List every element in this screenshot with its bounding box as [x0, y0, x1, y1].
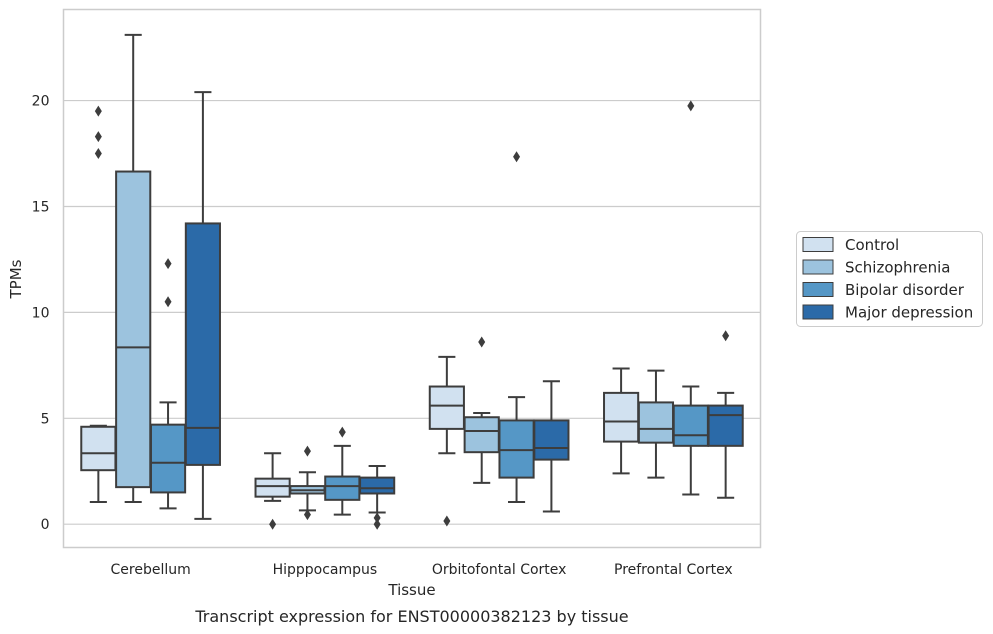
box-2-3	[672, 100, 709, 496]
legend-label: Control	[845, 236, 899, 254]
y-tick-label: 20	[32, 94, 50, 110]
y-axis-label: TPMs	[7, 259, 25, 299]
box-body	[115, 170, 152, 489]
box-2-2	[498, 151, 535, 503]
box-0-2	[428, 355, 465, 527]
tick-layer: 0 5 10 15 20 Cerebellum Hipppocampus Orbitofont…	[32, 94, 733, 578]
x-axis-label: Tissue	[387, 581, 435, 599]
box-3-0	[184, 91, 221, 520]
legend: Control Schizophrenia Bipolar disorder Majo…	[796, 231, 983, 327]
box-1-2	[463, 336, 500, 484]
outlier-point	[373, 512, 381, 524]
box-body	[149, 423, 187, 494]
outlier-point	[164, 258, 172, 270]
outlier-point	[94, 148, 102, 160]
box-body	[498, 419, 535, 479]
box-2-1	[324, 426, 361, 516]
legend-frame	[796, 231, 983, 327]
box-body	[254, 477, 291, 498]
box-2-0	[149, 258, 187, 510]
legend-swatch	[802, 237, 834, 252]
outlier-point	[478, 336, 486, 348]
y-tick-label: 0	[41, 517, 50, 533]
x-tick-label: Orbitofontal Cortex	[432, 562, 567, 578]
outlier-point	[303, 445, 311, 457]
legend-label: Schizophrenia	[845, 259, 950, 277]
box-body	[463, 416, 500, 454]
box-3-2	[533, 380, 570, 513]
outlier-point	[94, 105, 102, 117]
y-tick-label: 15	[32, 199, 50, 215]
legend-swatch	[802, 282, 834, 297]
box-1-0	[115, 33, 152, 503]
box-body	[184, 222, 221, 466]
outlier-point	[338, 426, 346, 438]
x-tick-label: Cerebellum	[111, 562, 191, 578]
x-tick-label: Prefrontal Cortex	[614, 562, 733, 578]
outlier-point	[373, 518, 381, 530]
outlier-point	[94, 131, 102, 143]
box-body	[672, 404, 709, 447]
outlier-point	[443, 515, 451, 527]
x-tick-label: Hipppocampus	[273, 562, 378, 578]
box-body	[533, 419, 570, 461]
box-body	[603, 391, 640, 443]
box-0-0	[80, 105, 117, 503]
y-tick-label: 5	[41, 411, 50, 427]
box-body	[637, 401, 675, 444]
legend-label: Major depression	[845, 304, 973, 322]
legend-label: Bipolar disorder	[845, 281, 965, 299]
box-1-1	[289, 445, 326, 521]
box-body	[359, 476, 396, 495]
box-3-1	[359, 464, 396, 530]
box-body	[428, 385, 465, 430]
box-1-3	[637, 369, 675, 479]
box-body	[324, 475, 361, 501]
legend-swatch	[802, 259, 834, 275]
outlier-point	[164, 296, 172, 308]
box-body	[80, 425, 117, 472]
legend-swatch	[802, 304, 834, 320]
box-3-3	[707, 330, 744, 499]
y-tick-label: 10	[32, 305, 50, 321]
box-0-3	[603, 367, 640, 475]
chart-caption: Transcript expression for ENST0000038212…	[194, 607, 628, 626]
outlier-point	[513, 151, 521, 163]
plot-frame	[62, 8, 762, 549]
outlier-point	[269, 518, 277, 530]
outlier-point	[303, 509, 311, 521]
box-layer	[80, 33, 744, 530]
box-0-1	[254, 452, 291, 530]
outlier-point	[722, 330, 730, 342]
box-body	[707, 404, 744, 447]
outlier-point	[687, 100, 695, 112]
